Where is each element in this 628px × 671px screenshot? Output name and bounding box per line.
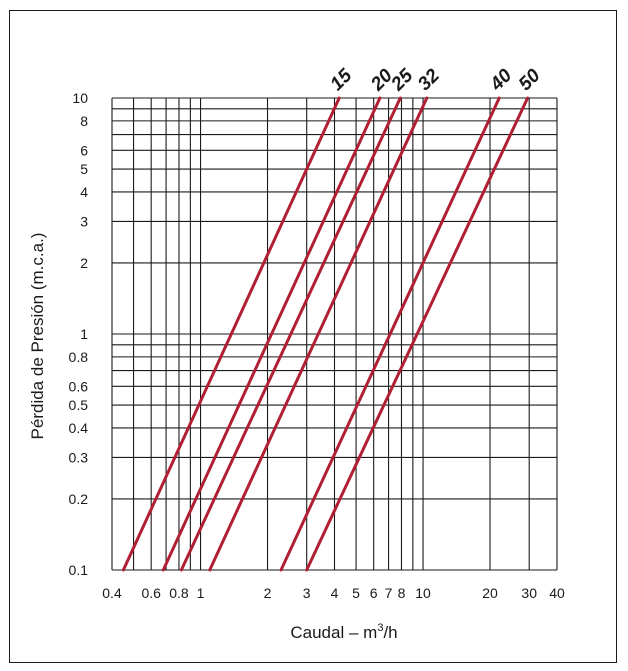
y-tick-label-13: 0.2 [69, 491, 89, 507]
y-axis-label: Pérdida de Presión (m.c.a.) [28, 233, 47, 440]
x-tick-label-6: 4 [331, 585, 339, 601]
series-line-20 [161, 96, 382, 572]
x-tick-label-10: 8 [398, 585, 406, 601]
series-label-40: 40 [486, 65, 517, 96]
y-tick-label-8: 0.8 [69, 349, 89, 365]
x-tick-label-14: 40 [549, 585, 565, 601]
series-line-32 [208, 96, 429, 572]
x-tick-label-8: 6 [370, 585, 378, 601]
x-tick-label-1: 0.6 [141, 585, 161, 601]
grid [111, 97, 558, 571]
y-tick-label-0: 10 [72, 90, 88, 106]
series-line-25 [179, 96, 402, 572]
y-tick-label-7: 1 [80, 326, 88, 342]
x-tick-label-13: 30 [521, 585, 537, 601]
y-tick-label-9: 0.6 [69, 378, 89, 394]
y-tick-label-6: 2 [80, 255, 88, 271]
series-line-40 [279, 96, 501, 572]
y-tick-label-14: 0.1 [69, 562, 89, 578]
y-tick-label-5: 3 [80, 213, 88, 229]
x-tick-label-7: 5 [352, 585, 360, 601]
x-tick-label-0: 0.4 [102, 585, 122, 601]
x-tick-label-12: 20 [482, 585, 498, 601]
x-tick-label-5: 3 [303, 585, 311, 601]
y-tick-label-11: 0.4 [69, 420, 89, 436]
series-lines [121, 96, 530, 572]
x-tick-label-3: 1 [197, 585, 205, 601]
y-tick-label-12: 0.3 [69, 449, 89, 465]
y-tick-labels: 10 8 6 5 4 3 2 1 0.8 0.6 0.5 0.4 0.3 0.2 0.1 [69, 90, 89, 578]
series-label-15: 15 [326, 65, 356, 95]
y-tick-label-2: 6 [80, 142, 88, 158]
series-line-50 [305, 96, 530, 572]
x-tick-label-2: 0.8 [169, 585, 189, 601]
y-tick-label-3: 5 [80, 161, 88, 177]
series-line-15 [121, 96, 341, 572]
x-tick-label-4: 2 [264, 585, 272, 601]
series-label-50: 50 [515, 65, 545, 95]
series-label-32: 32 [414, 65, 444, 95]
x-tick-label-9: 7 [385, 585, 393, 601]
y-tick-label-10: 0.5 [69, 397, 89, 413]
y-tick-label-1: 8 [80, 113, 88, 129]
x-tick-label-11: 10 [415, 585, 431, 601]
x-axis-label: Caudal – m3/h [290, 622, 397, 642]
x-tick-labels: 0.4 0.6 0.8 1 2 3 4 5 6 7 8 10 20 30 40 [102, 585, 565, 601]
y-tick-label-4: 4 [80, 184, 88, 200]
